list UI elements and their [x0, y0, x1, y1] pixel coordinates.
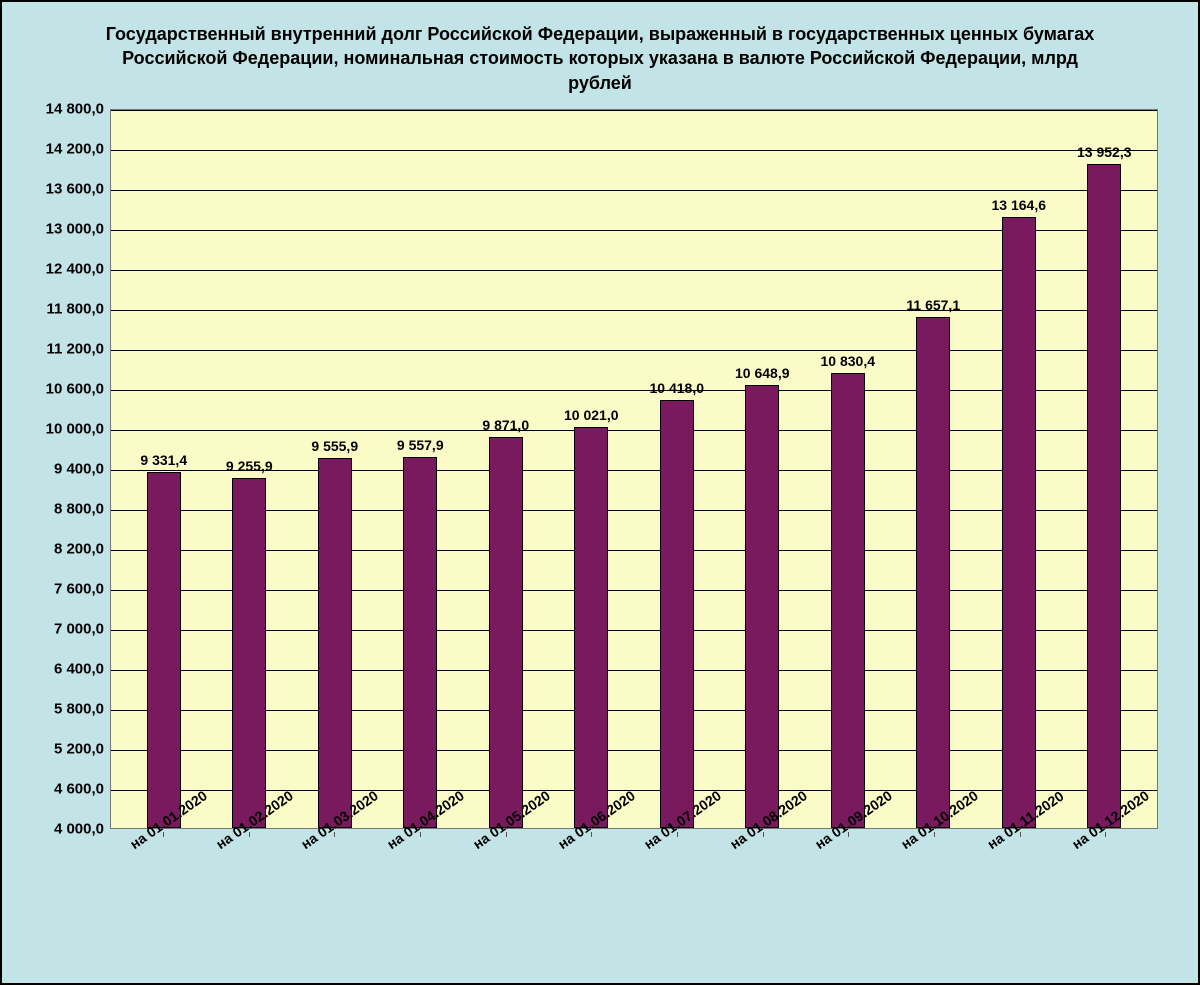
bar	[831, 373, 865, 828]
y-tick-label: 5 800,0	[54, 700, 104, 717]
bar-value-label: 10 021,0	[564, 407, 619, 423]
plot-area: 9 331,4 9 255,9 9 555,9 9 557,9 9 871,0 10 02…	[110, 109, 1158, 829]
y-tick-label: 10 000,0	[46, 420, 104, 437]
y-tick-label: 11 200,0	[46, 340, 104, 357]
bar	[489, 437, 523, 828]
y-tick-label: 12 400,0	[46, 260, 104, 277]
bar-slot: 10 830,4	[805, 110, 891, 828]
y-tick-label: 5 200,0	[54, 740, 104, 757]
y-tick-label: 14 800,0	[46, 100, 104, 117]
bar-value-label: 9 255,9	[226, 458, 273, 474]
x-label-slot: на 01.08.2020	[720, 833, 806, 923]
x-label-slot: на 01.05.2020	[463, 833, 549, 923]
bar-value-label: 9 555,9	[311, 438, 358, 454]
bar	[318, 458, 352, 828]
bar	[403, 457, 437, 828]
bar	[147, 472, 181, 827]
chart-container: Государственный внутренний долг Российск…	[0, 0, 1200, 985]
y-tick-label: 4 600,0	[54, 780, 104, 797]
bar-value-label: 10 648,9	[735, 365, 790, 381]
x-label-slot: на 01.09.2020	[805, 833, 891, 923]
y-axis: 4 000,04 600,05 200,05 800,06 400,07 000…	[22, 109, 110, 829]
bar-slot: 10 418,0	[634, 110, 720, 828]
bar-value-label: 13 164,6	[992, 197, 1047, 213]
y-tick-label: 10 600,0	[46, 380, 104, 397]
bar-slot: 9 871,0	[463, 110, 549, 828]
y-tick-label: 8 200,0	[54, 540, 104, 557]
x-label-slot: на 01.06.2020	[548, 833, 634, 923]
x-axis: на 01.01.2020на 01.02.2020на 01.03.2020н…	[110, 833, 1158, 923]
y-tick-label: 7 000,0	[54, 620, 104, 637]
y-tick-label: 8 800,0	[54, 500, 104, 517]
bars-group: 9 331,4 9 255,9 9 555,9 9 557,9 9 871,0 10 02…	[111, 110, 1157, 828]
bar-value-label: 10 418,0	[650, 380, 705, 396]
y-tick-label: 11 800,0	[46, 300, 104, 317]
bar	[745, 385, 779, 828]
bar-value-label: 9 871,0	[482, 417, 529, 433]
bar-slot: 13 164,6	[976, 110, 1062, 828]
bar	[232, 478, 266, 828]
x-label-slot: на 01.02.2020	[206, 833, 292, 923]
bar	[660, 400, 694, 828]
bar-value-label: 11 657,1	[906, 297, 960, 313]
bar-slot: 9 557,9	[378, 110, 464, 828]
x-label-slot: на 01.04.2020	[377, 833, 463, 923]
y-tick-label: 13 000,0	[46, 220, 104, 237]
bar-slot: 13 952,3	[1062, 110, 1148, 828]
x-label-slot: на 01.10.2020	[891, 833, 977, 923]
bar-value-label: 10 830,4	[821, 353, 876, 369]
x-label-slot: на 01.01.2020	[120, 833, 206, 923]
bar-value-label: 9 557,9	[397, 437, 444, 453]
y-tick-label: 9 400,0	[54, 460, 104, 477]
bar	[1087, 164, 1121, 827]
bar-slot: 10 021,0	[549, 110, 635, 828]
y-tick-label: 6 400,0	[54, 660, 104, 677]
bar-slot: 11 657,1	[891, 110, 977, 828]
bar-slot: 10 648,9	[720, 110, 806, 828]
y-tick-label: 7 600,0	[54, 580, 104, 597]
y-tick-label: 4 000,0	[54, 820, 104, 837]
y-tick-label: 14 200,0	[46, 140, 104, 157]
chart-title: Государственный внутренний долг Российск…	[22, 16, 1178, 109]
y-tick-label: 13 600,0	[46, 180, 104, 197]
bar	[574, 427, 608, 828]
x-label-slot: на 01.07.2020	[634, 833, 720, 923]
bar-slot: 9 331,4	[121, 110, 207, 828]
bar-slot: 9 555,9	[292, 110, 378, 828]
x-label-slot: на 01.03.2020	[291, 833, 377, 923]
bar-slot: 9 255,9	[207, 110, 293, 828]
bar	[1002, 217, 1036, 828]
bar-value-label: 9 331,4	[140, 452, 187, 468]
bar-value-label: 13 952,3	[1077, 144, 1132, 160]
chart-area: 4 000,0 4 600,0 5 200,0 5 800,0 6 400,0 7 000…	[22, 109, 1178, 929]
bar	[916, 317, 950, 827]
x-label-slot: на 01.12.2020	[1062, 833, 1148, 923]
x-label-slot: на 01.11.2020	[977, 833, 1063, 923]
